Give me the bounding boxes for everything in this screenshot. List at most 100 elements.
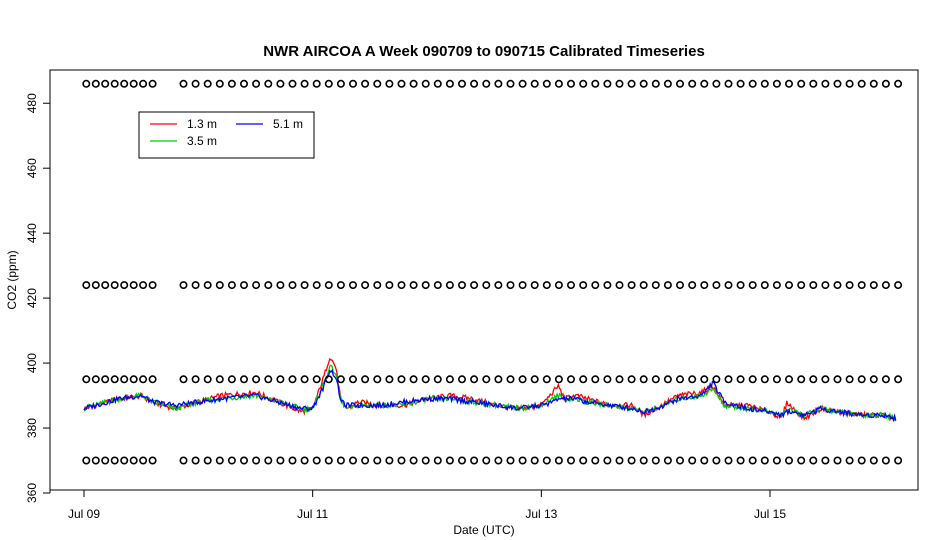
calibration-point	[797, 375, 806, 384]
calibration-point	[203, 375, 212, 384]
x-tick-label: Jul 11	[297, 507, 328, 521]
calibration-point	[518, 375, 527, 384]
calibration-point	[894, 456, 903, 465]
calibration-point	[148, 79, 157, 88]
calibration-point	[639, 281, 648, 290]
calibration-point	[857, 281, 866, 290]
calibration-point	[663, 456, 672, 465]
calibration-point	[579, 456, 588, 465]
calibration-point	[748, 79, 757, 88]
calibration-point	[784, 375, 793, 384]
calibration-point	[688, 375, 697, 384]
calibration-point	[494, 79, 503, 88]
calibration-point	[397, 79, 406, 88]
calibration-point	[736, 375, 745, 384]
calibration-point	[215, 456, 224, 465]
calibration-point	[110, 375, 119, 384]
calibration-point	[179, 375, 188, 384]
calibration-point	[675, 79, 684, 88]
calibration-point	[506, 79, 515, 88]
calibration-point	[101, 281, 110, 290]
calibration-point	[348, 456, 357, 465]
calibration-point	[700, 281, 709, 290]
calibration-point	[227, 281, 236, 290]
calibration-point	[530, 79, 539, 88]
calibration-point	[101, 79, 110, 88]
calibration-point	[784, 456, 793, 465]
calibration-point	[191, 375, 200, 384]
calibration-point	[869, 79, 878, 88]
calibration-point	[397, 375, 406, 384]
calibration-point	[227, 375, 236, 384]
calibration-point	[700, 456, 709, 465]
calibration-point	[700, 79, 709, 88]
calibration-point	[579, 281, 588, 290]
calibration-point	[264, 456, 273, 465]
calibration-point	[736, 79, 745, 88]
calibration-point	[215, 375, 224, 384]
calibration-point	[748, 281, 757, 290]
calibration-point	[530, 456, 539, 465]
calibration-point	[385, 79, 394, 88]
calibration-point	[179, 281, 188, 290]
calibration-point	[348, 375, 357, 384]
calibration-point	[276, 456, 285, 465]
calibration-point	[724, 79, 733, 88]
calibration-point	[227, 456, 236, 465]
calibration-point	[385, 456, 394, 465]
calibration-point	[542, 79, 551, 88]
calibration-point	[833, 456, 842, 465]
series-line-5_1-m	[83, 368, 897, 423]
calibration-point	[203, 456, 212, 465]
calibration-point	[445, 456, 454, 465]
calibration-point	[129, 375, 138, 384]
calibration-point	[881, 375, 890, 384]
calibration-point	[470, 79, 479, 88]
calibration-point	[869, 281, 878, 290]
calibration-point	[336, 456, 345, 465]
calibration-point	[554, 79, 563, 88]
calibration-point	[663, 79, 672, 88]
calibration-point	[736, 281, 745, 290]
calibration-point	[712, 375, 721, 384]
calibration-point	[809, 281, 818, 290]
calibration-point	[421, 456, 430, 465]
calibration-point	[373, 375, 382, 384]
calibration-point	[91, 375, 100, 384]
calibration-point	[91, 456, 100, 465]
calibration-point	[881, 281, 890, 290]
calibration-point	[809, 79, 818, 88]
calibration-point	[82, 79, 91, 88]
calibration-point	[110, 456, 119, 465]
calibration-point	[797, 281, 806, 290]
calibration-point	[675, 375, 684, 384]
calibration-point	[288, 79, 297, 88]
calibration-point	[663, 375, 672, 384]
calibration-point	[688, 456, 697, 465]
calibration-point	[312, 281, 321, 290]
calibration-point	[615, 456, 624, 465]
calibration-point	[542, 456, 551, 465]
calibration-point	[445, 79, 454, 88]
calibration-point	[361, 79, 370, 88]
y-tick-label: 400	[25, 353, 39, 373]
calibration-point	[482, 79, 491, 88]
calibration-point	[833, 281, 842, 290]
calibration-point	[148, 375, 157, 384]
calibration-point	[651, 79, 660, 88]
calibration-point	[336, 79, 345, 88]
calibration-point	[566, 456, 575, 465]
calibration-point	[139, 281, 148, 290]
calibration-point	[845, 281, 854, 290]
calibration-point	[129, 281, 138, 290]
calibration-point	[712, 79, 721, 88]
calibration-point	[615, 79, 624, 88]
calibration-point	[506, 375, 515, 384]
calibration-point	[603, 375, 612, 384]
calibration-point	[179, 456, 188, 465]
calibration-point	[264, 79, 273, 88]
legend: 1.3 m 3.5 m 5.1 m	[138, 111, 315, 159]
calibration-point	[179, 79, 188, 88]
calibration-point	[385, 281, 394, 290]
